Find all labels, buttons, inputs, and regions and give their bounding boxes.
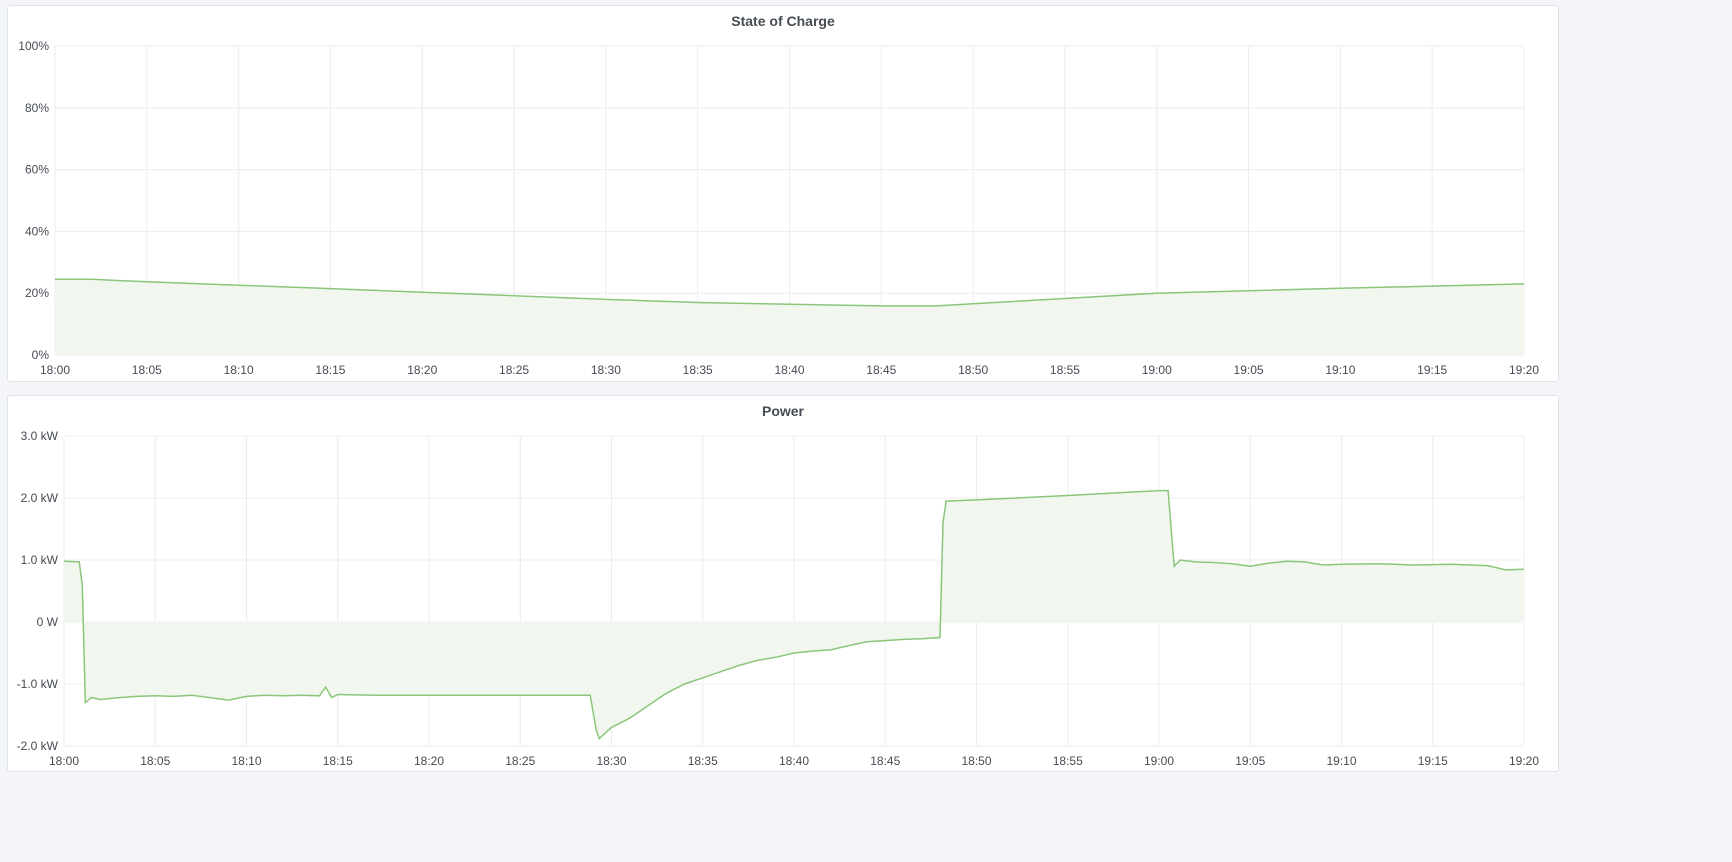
x-tick-label: 18:25 <box>505 754 535 768</box>
y-tick-label: -2.0 kW <box>17 739 59 753</box>
x-tick-label: 18:00 <box>40 363 70 377</box>
y-tick-label: 3.0 kW <box>21 429 59 443</box>
series-area-fill <box>55 279 1524 355</box>
y-tick-label: 40% <box>25 224 49 238</box>
x-tick-label: 18:05 <box>140 754 170 768</box>
y-tick-label: 0 W <box>37 615 59 629</box>
x-tick-label: 19:20 <box>1509 363 1539 377</box>
x-tick-label: 18:15 <box>323 754 353 768</box>
x-tick-label: 18:30 <box>596 754 626 768</box>
y-tick-label: -1.0 kW <box>17 677 59 691</box>
x-tick-label: 18:40 <box>779 754 809 768</box>
x-tick-label: 18:55 <box>1050 363 1080 377</box>
x-tick-label: 18:10 <box>231 754 261 768</box>
y-tick-label: 100% <box>18 39 49 53</box>
x-tick-label: 19:00 <box>1144 754 1174 768</box>
x-tick-label: 18:50 <box>961 754 991 768</box>
x-tick-label: 19:15 <box>1417 363 1447 377</box>
x-tick-label: 19:10 <box>1325 363 1355 377</box>
x-tick-label: 18:05 <box>132 363 162 377</box>
x-tick-label: 19:10 <box>1326 754 1356 768</box>
x-tick-label: 19:00 <box>1142 363 1172 377</box>
y-tick-label: 80% <box>25 101 49 115</box>
panel-title: Power <box>761 403 804 419</box>
x-tick-label: 18:20 <box>414 754 444 768</box>
series-area-fill <box>64 490 1524 739</box>
y-tick-label: 1.0 kW <box>21 553 59 567</box>
x-tick-label: 18:10 <box>224 363 254 377</box>
y-tick-label: 2.0 kW <box>21 491 59 505</box>
x-tick-label: 18:40 <box>774 363 804 377</box>
x-tick-label: 19:20 <box>1509 754 1539 768</box>
x-tick-label: 18:20 <box>407 363 437 377</box>
x-tick-label: 18:15 <box>315 363 345 377</box>
x-tick-label: 18:35 <box>683 363 713 377</box>
x-tick-label: 18:30 <box>591 363 621 377</box>
state-of-charge-panel: State of Charge 0% 20% 40% 60% 80% 100% 18:00 1… <box>7 5 1559 382</box>
x-tick-label: 19:05 <box>1235 754 1265 768</box>
x-tick-label: 19:05 <box>1234 363 1264 377</box>
y-tick-label: 20% <box>25 286 49 300</box>
power-chart[interactable]: -2.0 kW -1.0 kW 0 W 1.0 kW 2.0 kW 3.0 kW 18:00… <box>8 396 1560 773</box>
x-tick-label: 18:35 <box>688 754 718 768</box>
series-line <box>55 278 1525 307</box>
x-tick-label: 18:00 <box>49 754 79 768</box>
series-line <box>63 489 1525 740</box>
x-tick-label: 18:25 <box>499 363 529 377</box>
power-panel: Power -2.0 kW -1.0 kW 0 W 1.0 kW 2.0 kW 3.0 k… <box>7 395 1559 772</box>
state-of-charge-chart[interactable]: 0% 20% 40% 60% 80% 100% 18:00 18:05 18:10 18:15 18… <box>8 6 1560 383</box>
x-tick-label: 18:45 <box>870 754 900 768</box>
panel-title: State of Charge <box>731 13 835 29</box>
y-tick-label: 60% <box>25 163 49 177</box>
x-tick-label: 18:55 <box>1053 754 1083 768</box>
x-tick-label: 18:45 <box>866 363 896 377</box>
x-tick-label: 19:15 <box>1418 754 1448 768</box>
x-tick-label: 18:50 <box>958 363 988 377</box>
y-tick-label: 0% <box>32 348 50 362</box>
